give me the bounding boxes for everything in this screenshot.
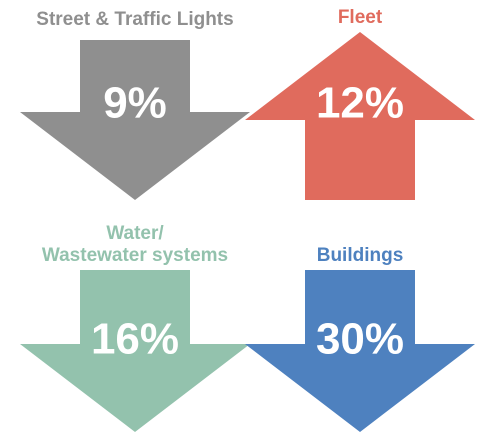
percent-value: 30% — [316, 315, 404, 364]
arrow-label: Street & Traffic Lights — [36, 9, 233, 30]
arrow-label: Buildings — [317, 245, 404, 266]
arrow-label: Water/ — [106, 223, 164, 244]
percent-value: 12% — [316, 79, 404, 128]
arrow-down — [20, 270, 250, 432]
arrow-label: Fleet — [338, 7, 383, 28]
arrow-label: Wastewater systems — [42, 245, 228, 266]
arrow-down — [20, 40, 250, 200]
percent-value: 16% — [91, 315, 179, 364]
arrow-down — [245, 270, 475, 432]
arrow-up — [245, 32, 475, 200]
percent-value: 9% — [103, 79, 167, 128]
